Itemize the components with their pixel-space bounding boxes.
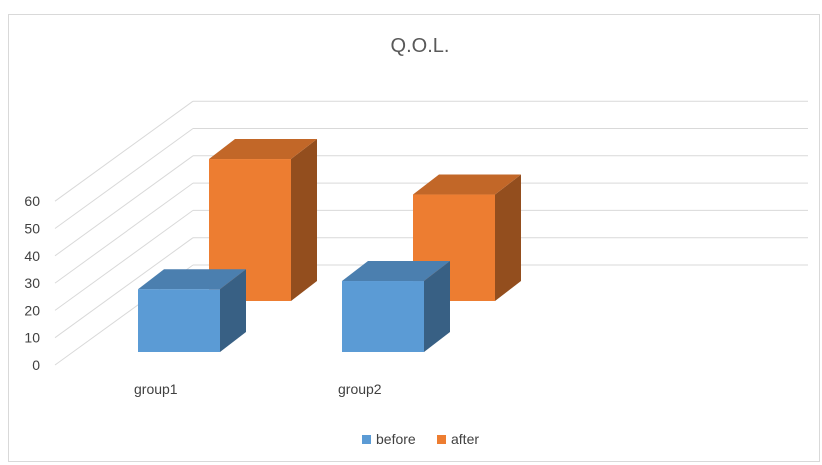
gridline-side [54, 155, 194, 257]
legend: before after [362, 431, 479, 447]
gridline-side [54, 182, 194, 284]
gridline-side [54, 128, 194, 229]
x-category-label: group1 [134, 381, 178, 397]
y-axis-ticks: 0 10 20 30 40 50 60 [24, 193, 40, 373]
y-tick-label: 30 [24, 275, 40, 291]
y-tick-label: 40 [24, 248, 40, 264]
legend-label-after: after [451, 431, 479, 447]
y-tick-label: 60 [24, 193, 40, 209]
y-tick-label: 10 [24, 330, 40, 346]
bars [138, 139, 521, 352]
y-tick-label: 50 [24, 221, 40, 237]
gridline-side [54, 100, 194, 202]
y-tick-label: 0 [32, 357, 40, 373]
x-axis-categories: group1 group2 [134, 381, 382, 397]
legend-label-before: before [376, 431, 416, 447]
x-category-label: group2 [338, 381, 382, 397]
bar-before-group1 [138, 269, 246, 352]
legend-swatch-before [362, 435, 371, 444]
legend-swatch-after [437, 435, 446, 444]
y-tick-label: 20 [24, 302, 40, 318]
bar-after-group1 [209, 139, 317, 301]
gridline-side [54, 237, 194, 339]
gridline-side [54, 209, 194, 311]
bar-before-group2 [342, 261, 450, 352]
chart-title: Q.O.L. [391, 35, 450, 57]
